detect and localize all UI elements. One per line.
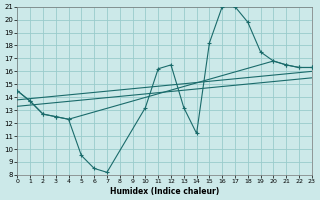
X-axis label: Humidex (Indice chaleur): Humidex (Indice chaleur) [110,187,219,196]
